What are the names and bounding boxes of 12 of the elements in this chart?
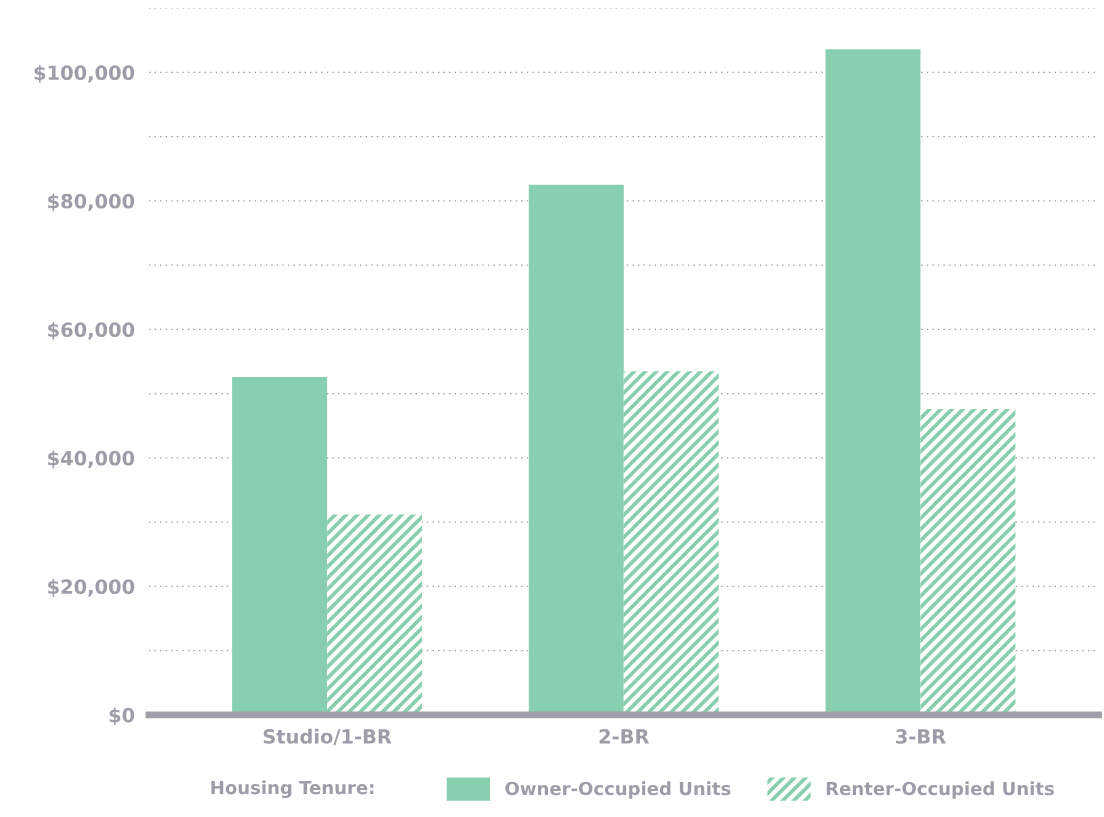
y-tick-label: $40,000 [48,450,135,469]
y-tick-label: $60,000 [48,322,135,340]
y-tick-label: $0 [109,707,135,726]
legend-title: Housing Tenure: [211,780,374,799]
y-tick-label: $20,000 [48,579,135,597]
y-tick-label: $100,000 [34,65,135,83]
x-tick-label: 2-BR [599,729,650,744]
legend-label: Renter-Occupied Units [826,781,1054,799]
x-tick-label: Studio/1-BR [263,728,392,746]
x-tick-label: 3-BR [896,729,946,744]
legend-label: Owner-Occupied Units [505,781,731,799]
y-tick-label: $80,000 [48,193,135,212]
